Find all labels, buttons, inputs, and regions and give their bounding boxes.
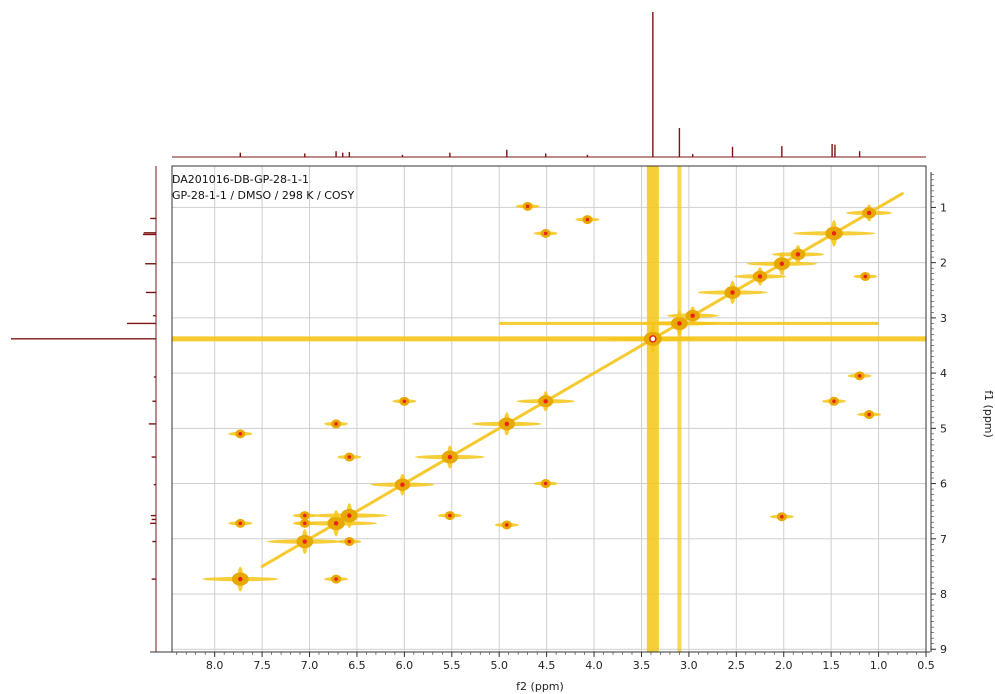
- cross-peak: [337, 537, 362, 547]
- info-line-1: DA201016-DB-GP-28-1-1: [172, 173, 309, 186]
- diagonal-peak: [846, 204, 893, 222]
- diagonal-peak: [793, 220, 876, 247]
- y-tick-label: 7: [940, 533, 947, 546]
- left-projection: [11, 166, 157, 652]
- x-tick-label: 7.0: [301, 659, 319, 672]
- y-tick-label: 2: [940, 257, 947, 270]
- solvent-ridge-horizontal: [172, 336, 926, 342]
- x-tick-label: 2.0: [775, 659, 793, 672]
- cross-peak: [822, 396, 847, 406]
- diagonal-peak: [266, 529, 343, 554]
- diagonal-peak: [370, 473, 435, 496]
- diagonal-band: [260, 192, 904, 568]
- x-tick-label: 7.5: [253, 659, 271, 672]
- x-axis: 8.0 7.5 7.0 6.5 6.0 5.5 5.0 4.5 4.0 3.5 3.0 2.5 2.0 1…: [150, 651, 935, 672]
- diagonal-peak: [311, 503, 388, 528]
- cross-peak: [533, 479, 558, 489]
- solvent-peak-center: [649, 335, 657, 343]
- cross-peak: [324, 419, 349, 429]
- y-tick-label: 8: [940, 588, 947, 601]
- cross-peak: [853, 271, 878, 281]
- cross-peak: [857, 410, 882, 420]
- x-tick-label: 5.0: [490, 659, 508, 672]
- diagonal-peak: [734, 267, 787, 286]
- cross-peak: [228, 518, 253, 528]
- cross-peaks: [228, 201, 882, 584]
- x-tick-label: 3.0: [680, 659, 698, 672]
- diagonal-peaks: [202, 204, 893, 592]
- y-tick-label: 5: [940, 422, 947, 435]
- x-tick-label: 0.5: [917, 659, 935, 672]
- info-line-2: GP-28-1-1 / DMSO / 298 K / COSY: [172, 189, 355, 202]
- diagonal-peak: [471, 412, 542, 436]
- solvent-ridge-vertical: [646, 166, 659, 652]
- diagonal-peak: [414, 445, 485, 469]
- x-tick-label: 6.0: [396, 659, 414, 672]
- cross-peak: [515, 201, 540, 211]
- diagonal-peak: [746, 252, 817, 276]
- grid-lines: [172, 166, 927, 652]
- x-axis-title: f2 (ppm): [516, 680, 564, 693]
- cross-peak: [575, 215, 600, 225]
- y-tick-label: 1: [940, 201, 947, 214]
- plot-frame: [171, 165, 927, 653]
- x-tick-label: 3.5: [633, 659, 651, 672]
- x-tick-label: 2.5: [728, 659, 746, 672]
- cross-peak: [533, 228, 558, 238]
- y-tick-label: 9: [940, 643, 947, 656]
- solvent-ridges: [172, 166, 926, 652]
- cross-peak: [337, 452, 362, 462]
- x-tick-label: 8.0: [206, 659, 224, 672]
- diagonal-peak: [771, 245, 824, 264]
- cross-peak: [769, 512, 794, 522]
- diagonal-ridge: [260, 192, 904, 568]
- y-tick-label: 4: [940, 367, 947, 380]
- diagonal-peak: [202, 566, 279, 592]
- y-tick-label: 6: [940, 478, 947, 491]
- x-tick-label: 4.0: [585, 659, 603, 672]
- x-tick-label: 6.5: [348, 659, 366, 672]
- cross-peak: [437, 511, 462, 521]
- x-tick-label: 1.5: [822, 659, 840, 672]
- cross-peak: [292, 518, 317, 528]
- cross-peak: [392, 396, 417, 406]
- x-tick-label: 4.5: [538, 659, 556, 672]
- cross-peak: [847, 371, 872, 381]
- solvent-ridge-vertical: [677, 166, 682, 652]
- y-axis: 1 2 3 4 5 6 7 8 9: [930, 172, 947, 656]
- y-axis-title: f1 (ppm): [982, 390, 995, 438]
- cross-peak: [292, 511, 317, 521]
- top-projection: [172, 12, 926, 158]
- diagonal-peak: [516, 391, 575, 412]
- cross-peak: [324, 574, 349, 584]
- cross-peak: [228, 429, 253, 439]
- y-tick-label: 3: [940, 312, 947, 325]
- x-tick-label: 5.5: [443, 659, 461, 672]
- cross-peak: [494, 520, 519, 530]
- diagonal-peak: [697, 280, 768, 305]
- diagonal-peak: [666, 306, 719, 325]
- x-tick-label: 1.0: [870, 659, 888, 672]
